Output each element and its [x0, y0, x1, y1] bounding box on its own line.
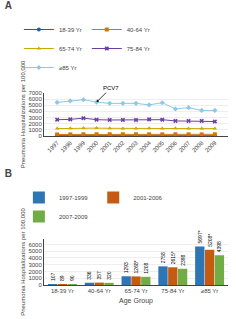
- svg-text:1999: 1999: [73, 139, 87, 153]
- svg-text:2001-2006: 2001-2006: [133, 195, 162, 201]
- svg-text:Pneumonia Hospitalizations per: Pneumonia Hospitalizations per 100,000: [20, 207, 26, 315]
- svg-text:3000: 3000: [28, 115, 42, 121]
- svg-text:1000: 1000: [28, 127, 42, 133]
- svg-text:40-64 Yr: 40-64 Yr: [127, 27, 150, 33]
- svg-text:0: 0: [38, 133, 42, 139]
- svg-text:2008: 2008: [191, 139, 205, 153]
- svg-text:65-74 Yr: 65-74 Yr: [125, 288, 148, 294]
- svg-text:2001: 2001: [99, 139, 113, 153]
- svg-text:7000: 7000: [28, 90, 42, 96]
- svg-text:2006: 2006: [165, 139, 179, 153]
- svg-text:90: 90: [69, 275, 75, 281]
- svg-text:1268*: 1268*: [133, 260, 139, 273]
- svg-text:2000: 2000: [28, 269, 42, 275]
- svg-text:2398: 2398: [180, 254, 186, 265]
- svg-text:Age Group: Age Group: [119, 297, 153, 305]
- svg-text:1000: 1000: [28, 275, 42, 281]
- svg-text:2758: 2758: [160, 252, 166, 263]
- svg-text:4398: 4398: [216, 241, 222, 252]
- svg-text:2007: 2007: [178, 139, 192, 153]
- svg-text:5697*: 5697*: [197, 230, 203, 243]
- svg-text:6000: 6000: [28, 242, 42, 248]
- svg-text:1997: 1997: [46, 139, 60, 153]
- svg-text:1998: 1998: [59, 139, 73, 153]
- svg-text:B: B: [5, 168, 12, 179]
- svg-text:0: 0: [38, 282, 42, 288]
- svg-text:2000: 2000: [28, 121, 42, 127]
- svg-text:2000: 2000: [86, 139, 100, 153]
- svg-text:6000: 6000: [28, 96, 42, 102]
- svg-text:4000: 4000: [28, 255, 42, 261]
- svg-text:2005: 2005: [151, 139, 165, 153]
- svg-text:18-39 Yr: 18-39 Yr: [59, 27, 82, 33]
- svg-text:75-84 Yr: 75-84 Yr: [127, 46, 150, 52]
- svg-text:2615*: 2615*: [170, 251, 176, 264]
- svg-text:5000: 5000: [28, 248, 42, 254]
- svg-text:1208: 1208: [143, 262, 149, 273]
- svg-text:357: 357: [96, 271, 102, 280]
- svg-text:PCV7: PCV7: [103, 85, 119, 91]
- svg-text:320: 320: [106, 271, 112, 280]
- svg-text:5000: 5000: [28, 102, 42, 108]
- svg-text:89: 89: [59, 275, 65, 281]
- svg-text:336: 336: [86, 271, 92, 280]
- svg-text:2004: 2004: [138, 139, 152, 153]
- svg-text:3000: 3000: [28, 262, 42, 268]
- svg-text:65-74 Yr: 65-74 Yr: [59, 46, 82, 52]
- svg-text:18-39 Yr: 18-39 Yr: [51, 288, 74, 294]
- svg-text:4000: 4000: [28, 108, 42, 114]
- svg-text:2002: 2002: [112, 139, 126, 153]
- svg-text:≥85 Yr: ≥85 Yr: [201, 288, 219, 294]
- svg-text:2009: 2009: [204, 139, 218, 153]
- svg-text:A: A: [5, 0, 12, 11]
- svg-text:107: 107: [50, 272, 56, 281]
- svg-text:1293: 1293: [123, 262, 129, 273]
- svg-text:2007-2009: 2007-2009: [59, 214, 88, 220]
- svg-text:40-64 Yr: 40-64 Yr: [88, 288, 111, 294]
- svg-text:75-84 Yr: 75-84 Yr: [161, 288, 184, 294]
- svg-text:Pneumonia Hospitalizations per: Pneumonia Hospitalizations per 100,000: [20, 60, 26, 168]
- svg-text:2003: 2003: [125, 139, 139, 153]
- svg-text:≥85 Yr: ≥85 Yr: [59, 65, 77, 71]
- svg-text:5208*: 5208*: [207, 234, 213, 247]
- svg-text:1997-1999: 1997-1999: [59, 195, 88, 201]
